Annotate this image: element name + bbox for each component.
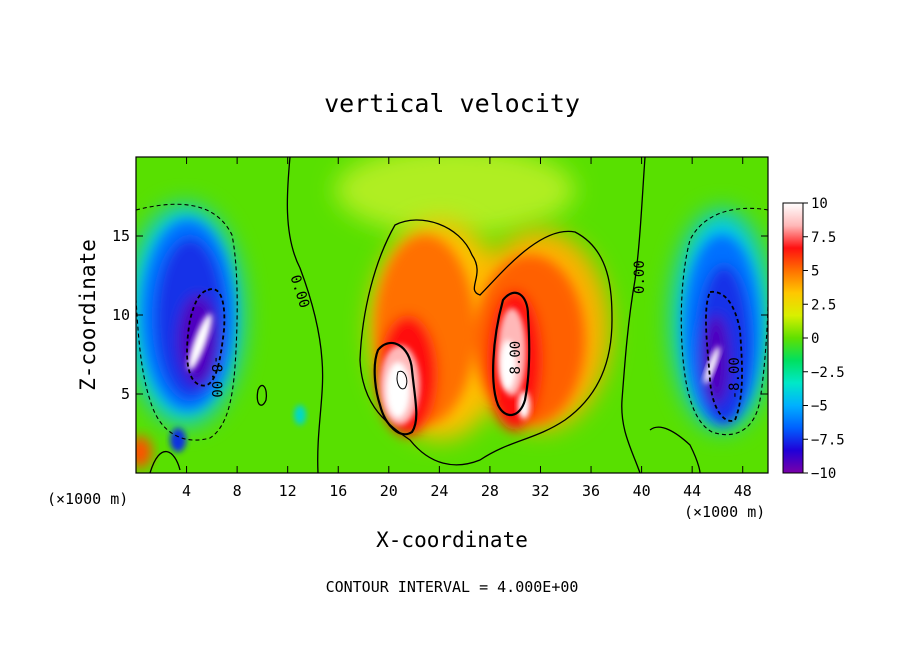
- x-tick-label: 20: [380, 482, 398, 500]
- x-tick-label: 28: [481, 482, 499, 500]
- chart-title: vertical velocity: [324, 89, 580, 118]
- colorbar-tick-label: −5: [811, 399, 828, 415]
- colorbar-tick-label: −2.5: [811, 365, 845, 381]
- contour-interval-note: CONTOUR INTERVAL = 4.000E+00: [326, 578, 579, 596]
- colorbar-tick-label: −7.5: [811, 432, 845, 448]
- x-unit-label-right: (×1000 m): [684, 503, 765, 521]
- colorbar-tick-label: 10: [811, 196, 828, 212]
- y-axis-label: Z-coordinate: [76, 239, 100, 391]
- y-axis: 5 10 15: [112, 227, 768, 403]
- colorbar-tick-label: 0: [811, 331, 819, 347]
- x-tick-label: 48: [734, 482, 752, 500]
- colorbar: 10 7.5 5 2.5 0 −2.5 −5 −7.5 −10: [782, 196, 845, 482]
- colorbar-tick-label: −10: [811, 466, 836, 482]
- x-tick-label: 24: [430, 482, 448, 500]
- x-tick-label: 40: [633, 482, 651, 500]
- contour-label: 8.00: [508, 341, 524, 375]
- colorbar-tick-label: 7.5: [811, 230, 836, 246]
- colorbar-gradient: [782, 202, 804, 474]
- colorbar-tick-label: 5: [811, 264, 819, 280]
- x-tick-label: 12: [279, 482, 297, 500]
- y-tick-label: 10: [112, 306, 130, 324]
- x-tick-label: 32: [531, 482, 549, 500]
- svg-text:-8.00: -8.00: [727, 357, 743, 399]
- heatmap-field: [136, 157, 768, 473]
- contour-label: -8.00: [208, 356, 224, 398]
- contour-label: -8.00: [727, 357, 743, 399]
- x-tick-label: 44: [683, 482, 701, 500]
- x-unit-label: (×1000 m): [47, 490, 128, 508]
- x-axis-label: X-coordinate: [376, 528, 528, 552]
- x-tick-label: 8: [233, 482, 242, 500]
- x-axis: 4 8 12 16 20 24 28 32 36 40 44 48: [182, 157, 752, 500]
- x-tick-label: 16: [329, 482, 347, 500]
- y-tick-label: 5: [121, 385, 130, 403]
- x-tick-label: 4: [182, 482, 191, 500]
- svg-text:8.00: 8.00: [508, 341, 524, 375]
- x-tick-label: 36: [582, 482, 600, 500]
- contour-label: 0.00: [632, 260, 648, 294]
- y-tick-label: 15: [112, 227, 130, 245]
- svg-text:0.00: 0.00: [632, 260, 648, 294]
- colorbar-tick-label: 2.5: [811, 297, 836, 313]
- svg-text:-8.00: -8.00: [208, 356, 224, 398]
- contour-labels: 0.00 0.008.00-8.00 -8.00: [208, 260, 743, 399]
